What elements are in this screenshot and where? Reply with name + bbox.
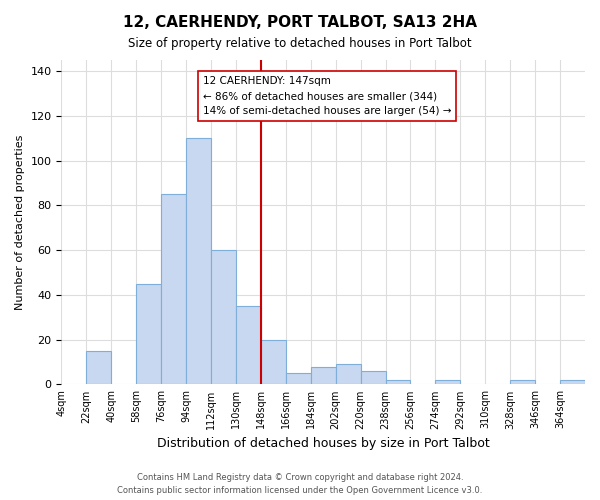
Text: Contains HM Land Registry data © Crown copyright and database right 2024.
Contai: Contains HM Land Registry data © Crown c… xyxy=(118,474,482,495)
X-axis label: Distribution of detached houses by size in Port Talbot: Distribution of detached houses by size … xyxy=(157,437,490,450)
Bar xyxy=(361,371,386,384)
Bar xyxy=(136,284,161,384)
Text: 12, CAERHENDY, PORT TALBOT, SA13 2HA: 12, CAERHENDY, PORT TALBOT, SA13 2HA xyxy=(123,15,477,30)
Bar xyxy=(186,138,211,384)
Bar xyxy=(211,250,236,384)
Bar xyxy=(286,373,311,384)
Bar xyxy=(261,340,286,384)
Bar xyxy=(560,380,585,384)
Bar xyxy=(436,380,460,384)
Bar xyxy=(86,351,111,384)
Bar xyxy=(335,364,361,384)
Bar xyxy=(386,380,410,384)
Bar xyxy=(236,306,261,384)
Bar xyxy=(161,194,186,384)
Text: 12 CAERHENDY: 147sqm
← 86% of detached houses are smaller (344)
14% of semi-deta: 12 CAERHENDY: 147sqm ← 86% of detached h… xyxy=(203,76,451,116)
Bar xyxy=(311,366,335,384)
Text: Size of property relative to detached houses in Port Talbot: Size of property relative to detached ho… xyxy=(128,38,472,51)
Y-axis label: Number of detached properties: Number of detached properties xyxy=(15,134,25,310)
Bar xyxy=(510,380,535,384)
